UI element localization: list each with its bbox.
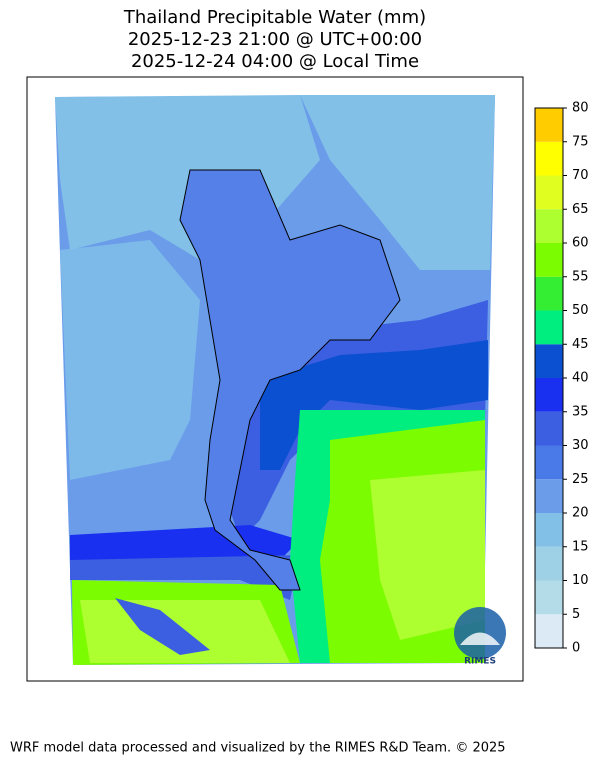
tick-label: 10 — [572, 573, 589, 588]
tick-label: 40 — [572, 371, 589, 386]
colorbar-segment — [535, 141, 563, 176]
title-line: 2025-12-24 04:00 @ Local Time — [131, 51, 419, 72]
tick-label: 50 — [572, 303, 589, 318]
logo-text: RIMES — [464, 657, 496, 667]
colorbar-segment — [535, 378, 563, 412]
tick-label: 60 — [572, 236, 589, 251]
colorbar-segment — [535, 276, 563, 311]
colorbar-segment — [535, 108, 563, 142]
tick-label: 35 — [572, 404, 589, 419]
colorbar-segment — [535, 175, 563, 210]
tick-label: 15 — [572, 539, 589, 554]
colorbar-segment — [535, 310, 563, 345]
tick-label: 5 — [572, 607, 580, 622]
footer: WRF model data processed and visualized … — [10, 741, 506, 756]
colorbar-segment — [535, 614, 563, 648]
tick-label: 0 — [572, 641, 580, 656]
colorbar-segment — [535, 546, 563, 581]
title-line: Thailand Precipitable Water (mm) — [123, 7, 426, 28]
tick-label: 20 — [572, 506, 589, 521]
colorbar-segment — [535, 479, 563, 513]
tick-label: 45 — [572, 337, 589, 352]
colorbar-segment — [535, 513, 563, 547]
tick-label: 55 — [572, 269, 589, 284]
tick-label: 70 — [572, 168, 589, 183]
tick-label: 75 — [572, 134, 589, 149]
colorbar-segment — [535, 411, 563, 446]
colorbar-segment — [535, 209, 563, 243]
map — [55, 95, 495, 665]
colorbar-segment — [535, 445, 563, 480]
tick-label: 30 — [572, 438, 589, 453]
tick-label: 65 — [572, 202, 589, 217]
tick-label: 25 — [572, 472, 589, 487]
colorbar-segment — [535, 344, 563, 378]
colorbar: 0 5 10 15 20 25 30 35 40 45 50 55 60 65 70 75 80 — [534, 101, 589, 656]
tick-label: 80 — [572, 101, 589, 116]
logo: RIMES — [454, 607, 506, 667]
colorbar-segment — [535, 243, 563, 277]
title-line: 2025-12-23 21:00 @ UTC+00:00 — [128, 29, 422, 50]
colorbar-segment — [535, 580, 563, 615]
